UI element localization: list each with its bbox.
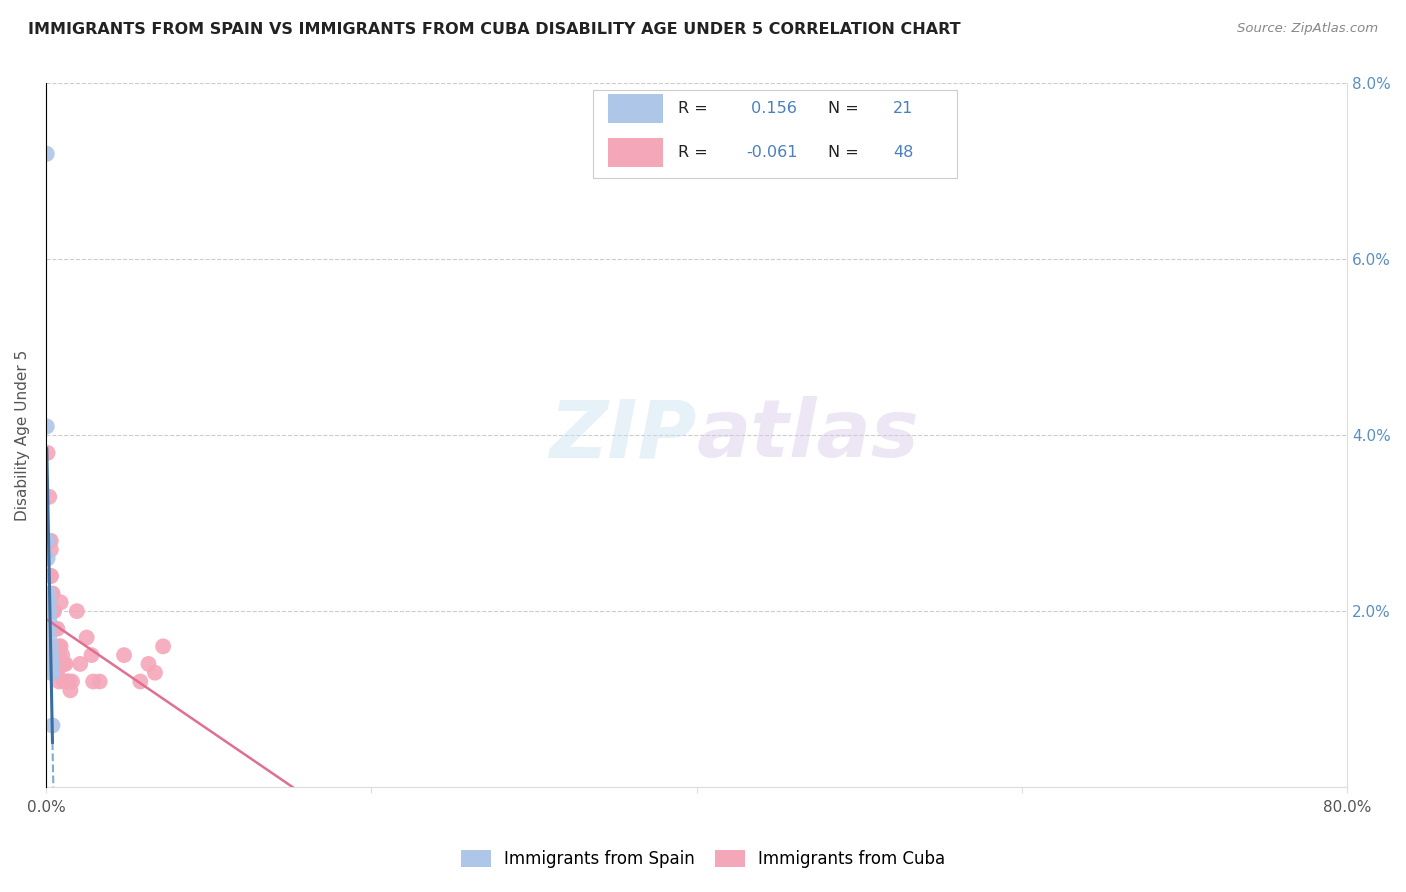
Point — [49, 640, 72, 654]
Y-axis label: Disability Age Under 5: Disability Age Under 5 — [15, 350, 30, 521]
Point — [39, 542, 62, 557]
Point — [46, 657, 69, 671]
Text: atlas: atlas — [696, 396, 920, 475]
Point — [152, 640, 174, 654]
Point — [49, 595, 72, 609]
Point — [60, 674, 83, 689]
Point — [37, 551, 59, 566]
Point — [51, 657, 73, 671]
Text: 21: 21 — [893, 101, 914, 116]
Point — [48, 640, 70, 654]
Point — [66, 604, 89, 618]
Point — [38, 490, 60, 504]
Point — [48, 648, 70, 662]
Point — [38, 631, 60, 645]
Text: R =: R = — [679, 101, 713, 116]
Point — [138, 657, 160, 671]
Text: -0.061: -0.061 — [747, 145, 797, 161]
Text: R =: R = — [679, 145, 713, 161]
Point — [45, 648, 67, 662]
Point — [37, 533, 59, 548]
Point — [76, 631, 98, 645]
Point — [45, 657, 67, 671]
Point — [42, 622, 65, 636]
Point — [56, 674, 79, 689]
Point — [41, 665, 63, 680]
Point — [42, 604, 65, 618]
Point — [39, 640, 62, 654]
Point — [39, 665, 62, 680]
Point — [46, 665, 69, 680]
Point — [38, 595, 60, 609]
Point — [42, 648, 65, 662]
Text: N =: N = — [828, 101, 863, 116]
Point — [82, 674, 104, 689]
Point — [69, 657, 91, 671]
Point — [41, 657, 63, 671]
Point — [38, 613, 60, 627]
Point — [143, 665, 166, 680]
Point — [41, 604, 63, 618]
Point — [56, 674, 79, 689]
Point — [38, 533, 60, 548]
Point — [55, 657, 77, 671]
Point — [35, 146, 58, 161]
Point — [52, 674, 75, 689]
Point — [37, 446, 59, 460]
Point — [39, 648, 62, 662]
Point — [41, 586, 63, 600]
Point — [51, 648, 73, 662]
Point — [46, 622, 69, 636]
Text: ZIP: ZIP — [550, 396, 696, 475]
Point — [45, 657, 67, 671]
Point — [39, 569, 62, 583]
Point — [38, 640, 60, 654]
Point — [35, 419, 58, 434]
FancyBboxPatch shape — [609, 94, 662, 123]
Point — [48, 674, 70, 689]
Point — [38, 604, 60, 618]
Text: 48: 48 — [893, 145, 914, 161]
Text: N =: N = — [828, 145, 863, 161]
Point — [39, 569, 62, 583]
Point — [41, 718, 63, 732]
Point — [39, 657, 62, 671]
Point — [41, 604, 63, 618]
Point — [112, 648, 135, 662]
Point — [129, 674, 152, 689]
Point — [39, 648, 62, 662]
Point — [39, 648, 62, 662]
Legend: Immigrants from Spain, Immigrants from Cuba: Immigrants from Spain, Immigrants from C… — [454, 843, 952, 875]
Point — [58, 674, 80, 689]
Point — [80, 648, 103, 662]
Point — [89, 674, 111, 689]
Point — [41, 586, 63, 600]
Point — [37, 586, 59, 600]
Text: Source: ZipAtlas.com: Source: ZipAtlas.com — [1237, 22, 1378, 36]
Point — [39, 533, 62, 548]
Point — [52, 657, 75, 671]
Point — [42, 622, 65, 636]
FancyBboxPatch shape — [609, 138, 662, 168]
FancyBboxPatch shape — [592, 90, 957, 178]
Point — [59, 683, 82, 698]
Point — [39, 657, 62, 671]
Point — [45, 665, 67, 680]
Point — [38, 622, 60, 636]
Text: 0.156: 0.156 — [747, 101, 797, 116]
Text: IMMIGRANTS FROM SPAIN VS IMMIGRANTS FROM CUBA DISABILITY AGE UNDER 5 CORRELATION: IMMIGRANTS FROM SPAIN VS IMMIGRANTS FROM… — [28, 22, 960, 37]
